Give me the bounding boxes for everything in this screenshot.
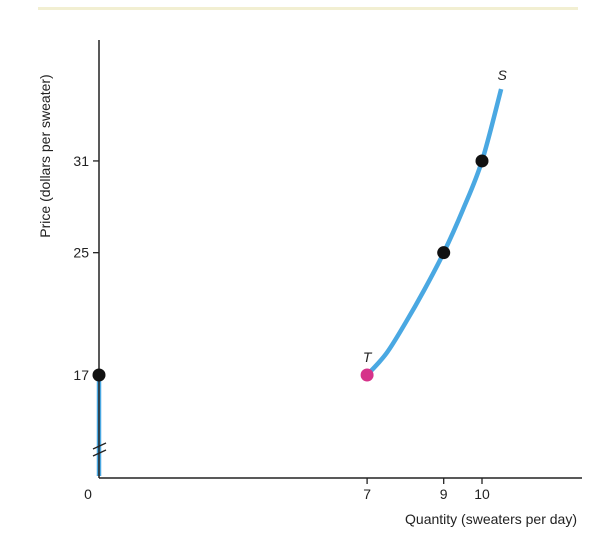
- data-point: [475, 154, 489, 168]
- axis-break-mark: [92, 442, 107, 450]
- top-rule: [38, 7, 578, 10]
- supply-curve-segment-1: [365, 88, 504, 377]
- y-tick-label: 25: [73, 245, 89, 261]
- x-tick-label: 9: [440, 486, 448, 502]
- data-point: [92, 368, 106, 382]
- y-axis-title: Price (dollars per sweater): [37, 74, 53, 237]
- data-point: [437, 246, 451, 260]
- x-tick-label: 0: [84, 486, 92, 502]
- curve-label-S: S: [497, 67, 507, 83]
- point-label-T: T: [363, 349, 373, 365]
- y-tick-label: 17: [73, 367, 89, 383]
- axis-break-mark: [92, 449, 107, 457]
- x-tick-label: 7: [363, 486, 371, 502]
- y-tick-label: 31: [73, 153, 89, 169]
- point-T: [360, 368, 374, 382]
- x-tick-label: 10: [474, 486, 490, 502]
- x-axis-title: Quantity (sweaters per day): [405, 511, 577, 527]
